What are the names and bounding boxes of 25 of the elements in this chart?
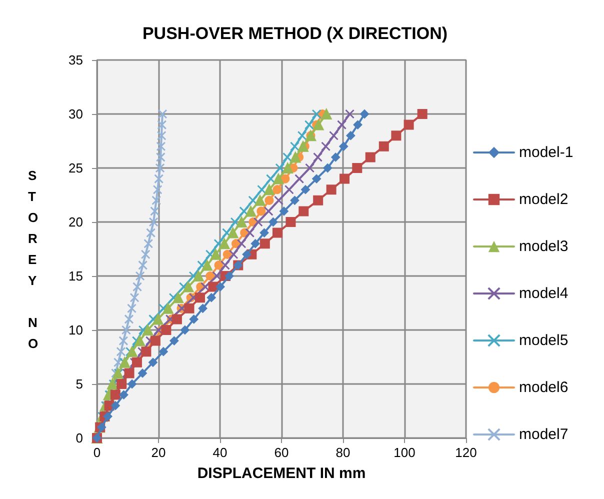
y-tick-label: 20 [68, 214, 83, 230]
x-tick-label: 120 [455, 445, 477, 460]
y-tick-label: 15 [68, 268, 83, 284]
x-tick-label: 80 [336, 445, 350, 460]
legend-label: model4 [519, 285, 568, 302]
x-tick-label: 0 [93, 445, 101, 460]
chart-title: PUSH-OVER METHOD (X DIRECTION) [142, 24, 448, 43]
legend-label: model-1 [519, 144, 574, 161]
x-axis-title: DISPLACEMENT IN mm [197, 465, 366, 482]
legend-label: model3 [519, 238, 568, 255]
legend-label: model2 [519, 191, 568, 208]
y-tick-label: 25 [68, 160, 83, 176]
x-tick-label: 20 [151, 445, 166, 460]
y-tick-label: 10 [68, 322, 83, 338]
x-tick-label: 60 [274, 445, 289, 460]
y-tick-label: 35 [68, 52, 83, 68]
legend-label: model5 [519, 332, 568, 349]
legend-label: model6 [519, 379, 568, 396]
legend-label: model7 [519, 426, 568, 443]
y-tick-label: 30 [68, 106, 83, 122]
x-tick-label: 40 [212, 445, 228, 460]
y-tick-label: 5 [76, 376, 83, 392]
text: STOREY NO [28, 168, 38, 351]
y-tick-label: 0 [76, 430, 83, 446]
x-tick-label: 100 [394, 445, 416, 460]
